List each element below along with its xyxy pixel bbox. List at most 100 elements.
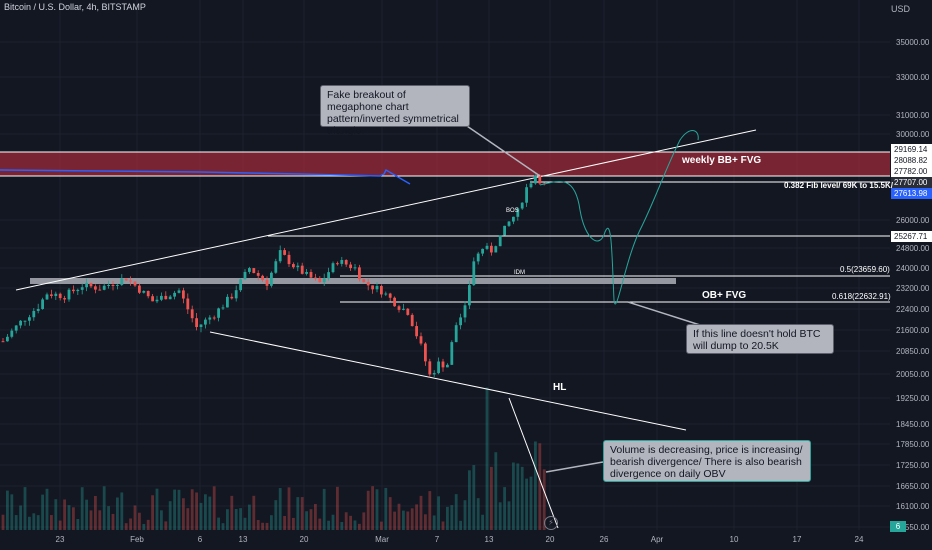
candle-body xyxy=(67,289,71,300)
candle-body xyxy=(287,254,291,265)
candle-body xyxy=(424,343,427,362)
hold-line-callout[interactable]: If this line doesn't hold BTC will dump … xyxy=(686,324,834,354)
volume-bar xyxy=(155,488,159,530)
candle-body xyxy=(393,297,396,307)
candle-body xyxy=(380,286,383,295)
candle-body xyxy=(384,293,388,295)
candle-body xyxy=(217,308,220,318)
volume-bar xyxy=(107,506,110,530)
volume-bar xyxy=(230,495,234,530)
volume-bar xyxy=(525,478,528,530)
volume-bar xyxy=(54,499,58,530)
volume-bar xyxy=(415,504,418,530)
y-tick-label: 30000.00 xyxy=(896,130,930,139)
candle-body xyxy=(129,280,132,282)
y-tick-label: 16100.00 xyxy=(896,502,930,511)
idm-label: IDM xyxy=(514,270,525,276)
candle-body xyxy=(98,289,102,291)
candle-body xyxy=(410,314,414,327)
volume-bar xyxy=(419,495,423,530)
volume-bar xyxy=(252,495,256,530)
candle-body xyxy=(41,299,44,309)
candle-body xyxy=(116,284,119,286)
candle-body xyxy=(221,307,225,309)
megaphone-callout[interactable]: Fake breakout of megaphone chart pattern… xyxy=(320,85,470,137)
volume-bar xyxy=(23,487,27,530)
candle-body xyxy=(305,272,308,274)
volume-bar xyxy=(406,511,410,530)
candle-body xyxy=(415,326,418,337)
price-tag: 27707.00 xyxy=(891,177,932,188)
candle-body xyxy=(124,278,128,281)
candle-body xyxy=(72,289,75,292)
candle-body xyxy=(102,285,106,290)
candle-body xyxy=(358,267,361,280)
volume-bar xyxy=(318,518,322,530)
candle-body xyxy=(419,336,423,344)
volume-bar xyxy=(507,501,511,530)
volume-bar xyxy=(270,515,273,530)
volume-bar xyxy=(98,510,102,530)
candle-body xyxy=(490,245,493,253)
candle-body xyxy=(278,250,282,262)
candle-body xyxy=(353,267,357,269)
x-tick-label: 24 xyxy=(855,535,864,544)
y-tick-label: 15550.00 xyxy=(896,523,930,532)
volume-note-callout[interactable]: Volume is decreasing, price is increasin… xyxy=(603,440,811,482)
price-axis: 35000.00 33000.00 31000.00 30000.00 26000.00… xyxy=(896,38,930,532)
candle-body xyxy=(300,265,304,274)
volume-bar xyxy=(19,505,22,530)
candle-body xyxy=(89,282,93,287)
ob-fvg-label: OB+ FVG xyxy=(702,290,747,301)
candle-body xyxy=(248,268,251,272)
x-tick-label: 7 xyxy=(435,535,440,544)
x-tick-label: 26 xyxy=(600,535,609,544)
volume-bar xyxy=(10,494,14,530)
y-tick-label: 20850.00 xyxy=(896,347,930,356)
volume-bar xyxy=(1,514,5,530)
candle-body xyxy=(230,296,234,299)
candle-body xyxy=(146,290,150,297)
candle-body xyxy=(133,281,137,286)
price-tag: 25267.71 xyxy=(891,231,932,242)
volume-bar xyxy=(50,515,53,530)
candle-body xyxy=(512,216,515,222)
volume-bar xyxy=(340,522,344,530)
candle-body xyxy=(32,310,36,318)
volume-bar xyxy=(146,519,150,530)
lightning-icon[interactable]: ⚡ xyxy=(544,516,558,530)
candle-body xyxy=(437,361,440,374)
candle-body xyxy=(371,285,374,290)
candle-body xyxy=(468,285,471,306)
candle-body xyxy=(296,265,300,268)
candle-body xyxy=(107,284,110,286)
volume-bar xyxy=(428,491,432,530)
volume-bar xyxy=(278,488,282,530)
candle-body xyxy=(45,294,49,300)
candle-body xyxy=(498,235,502,247)
candle-body xyxy=(212,317,216,319)
candle-body xyxy=(243,271,247,280)
hold-line-pointer xyxy=(627,301,701,326)
candle-body xyxy=(366,282,370,286)
volume-bar xyxy=(45,488,49,530)
volume-bar xyxy=(182,498,185,530)
volume-bar xyxy=(300,497,304,530)
weekly-fvg-label: weekly BB+ FVG xyxy=(682,155,762,166)
volume-bar xyxy=(133,505,137,530)
candle-body xyxy=(142,290,146,293)
volume-bar xyxy=(296,497,300,530)
volume-bar xyxy=(472,465,476,530)
volume-bar xyxy=(177,489,181,530)
volume-bar xyxy=(485,387,489,530)
candle-body xyxy=(432,373,436,375)
price-tag: 28088.82 xyxy=(891,155,932,166)
y-tick-label: 23200.00 xyxy=(896,284,930,293)
volume-bar xyxy=(503,487,506,530)
volume-bar xyxy=(124,523,128,530)
candle-body xyxy=(54,293,58,296)
volume-badge: 6 xyxy=(890,521,906,532)
candle-body xyxy=(10,330,14,337)
candle-body xyxy=(138,285,141,293)
